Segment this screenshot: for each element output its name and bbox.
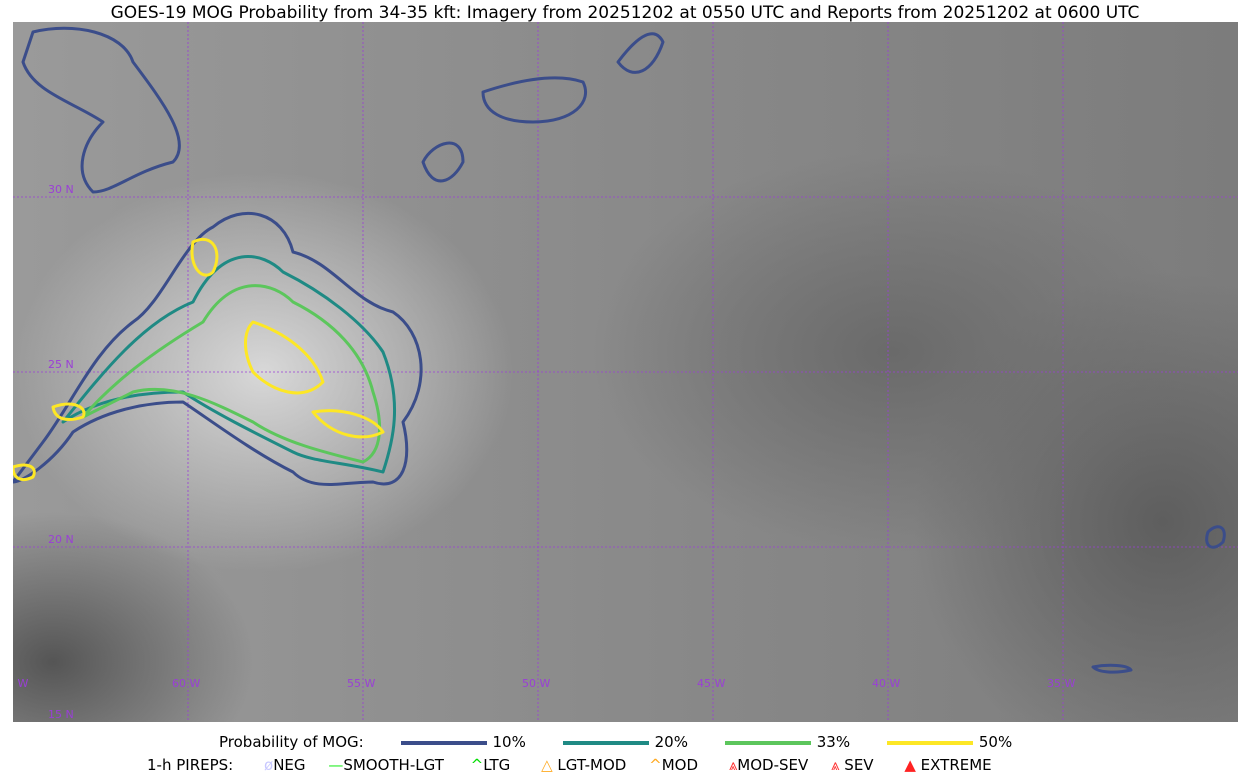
satellite-map: 30 N 25 N 20 N 15 N 65 W 60 W 55 W 50 W … xyxy=(13,22,1238,722)
lon-label: 50 W xyxy=(522,677,551,690)
sev-icon: ⩓ xyxy=(831,756,840,774)
map-title: GOES-19 MOG Probability from 34-35 kft: … xyxy=(110,3,1140,23)
lat-label: 20 N xyxy=(48,533,74,546)
grid-and-contours xyxy=(13,22,1238,722)
mod-icon: ^ xyxy=(649,756,662,774)
legend-label: LTG xyxy=(483,756,511,774)
legend-label: 10% xyxy=(492,733,526,751)
lat-label: 25 N xyxy=(48,358,74,371)
probability-legend: Probability of MOG: 10% 20% 33% 50% xyxy=(219,733,1012,751)
legend-label: SMOOTH-LGT xyxy=(343,756,444,774)
swatch-10 xyxy=(400,740,487,745)
ltg-icon: ^ xyxy=(470,756,484,774)
lon-label: 35 W xyxy=(1047,677,1076,690)
neg-icon: ø xyxy=(264,756,274,774)
lat-label: 15 N xyxy=(48,708,74,721)
extreme-icon: ▲ xyxy=(904,756,916,774)
legend-label: MOD-SEV xyxy=(737,756,809,774)
pirep-legend-title: 1-h PIREPS: xyxy=(147,756,234,774)
lgt-mod-icon: △ xyxy=(541,756,553,774)
contour-33 xyxy=(81,284,382,464)
swatch-50 xyxy=(886,740,973,745)
pirep-legend: 1-h PIREPS: øNEG —SMOOTH-LGT ^LTG △ LGT-… xyxy=(147,756,992,774)
contour-50 xyxy=(13,237,385,481)
mod-sev-icon: ⩓ xyxy=(728,756,738,774)
contour-20 xyxy=(61,255,397,474)
legend-label: EXTREME xyxy=(920,756,992,774)
lon-label: 60 W xyxy=(172,677,201,690)
legend-label: SEV xyxy=(844,756,874,774)
lat-label: 30 N xyxy=(48,183,74,196)
lon-label: 45 W xyxy=(697,677,726,690)
smooth-lgt-icon: — xyxy=(328,756,344,774)
swatch-20 xyxy=(562,740,649,745)
lon-label: 65 W xyxy=(13,677,29,690)
legend-label: 50% xyxy=(978,733,1013,751)
lon-label: 55 W xyxy=(347,677,376,690)
legend-label: MOD xyxy=(661,756,699,774)
swatch-33 xyxy=(724,740,811,745)
contour-10 xyxy=(13,211,423,486)
legend-label: 33% xyxy=(816,733,851,751)
lon-label: 40 W xyxy=(872,677,901,690)
legend-label: NEG xyxy=(273,756,306,774)
legend-label: 20% xyxy=(654,733,688,751)
graticule xyxy=(13,22,1238,722)
legend-label: LGT-MOD xyxy=(557,756,627,774)
prob-legend-title: Probability of MOG: xyxy=(219,733,364,751)
